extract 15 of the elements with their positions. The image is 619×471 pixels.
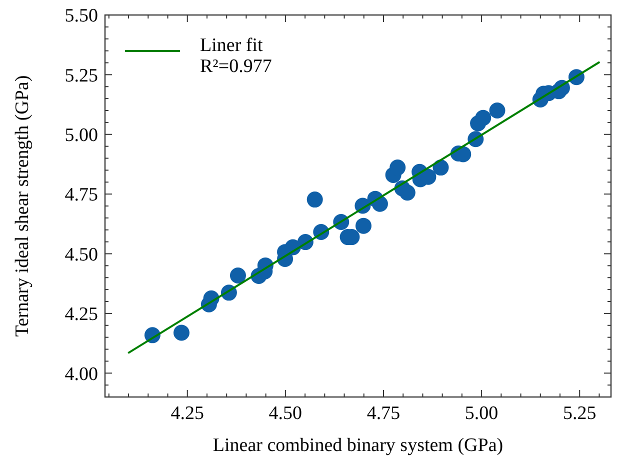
x-tick-label: 4.25	[170, 403, 204, 424]
x-axis-title: Linear combined binary system (GPa)	[212, 435, 504, 456]
y-tick-label: 5.50	[64, 6, 98, 27]
y-tick-label: 5.00	[64, 125, 98, 146]
y-tick-label: 5.25	[64, 65, 98, 86]
y-tick-label: 4.00	[64, 364, 98, 385]
y-tick-label: 4.50	[64, 244, 98, 266]
x-tick-label: 4.50	[268, 403, 302, 424]
y-tick-label: 4.25	[64, 304, 98, 326]
y-tick-label: 4.75	[64, 184, 98, 206]
x-tick-label: 5.00	[464, 403, 498, 424]
y-axis-title: Ternary ideal shear strength (GPa)	[12, 75, 33, 337]
legend-label: Liner fit R²=0.977	[200, 35, 272, 77]
x-tick-label: 4.75	[366, 403, 400, 424]
x-tick-label: 5.25	[562, 403, 596, 424]
